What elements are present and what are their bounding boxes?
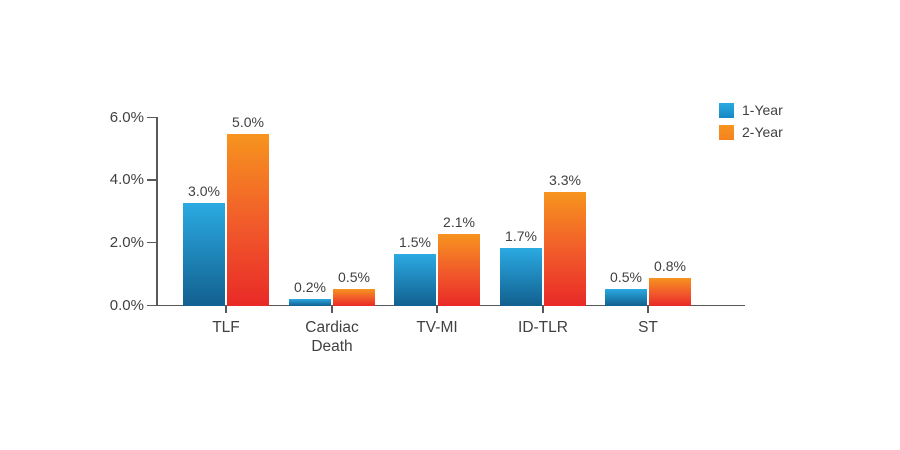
legend: 1-Year 2-Year bbox=[719, 103, 783, 147]
bar-1-year-1 bbox=[289, 299, 331, 306]
y-tick-2 bbox=[147, 179, 156, 181]
x-tick-2 bbox=[436, 306, 438, 313]
bar-2-year-2 bbox=[438, 233, 480, 306]
y-tick-label-0: 0.0% bbox=[109, 296, 144, 314]
legend-label-2-year: 2-Year bbox=[742, 124, 783, 140]
bar-1-year-2 bbox=[394, 254, 436, 306]
bar-1-year-3 bbox=[500, 247, 542, 306]
y-tick-3 bbox=[147, 116, 156, 118]
legend-label-1-year: 1-Year bbox=[742, 102, 783, 118]
bar-2-year-0 bbox=[227, 134, 269, 306]
legend-swatch-2-year bbox=[719, 125, 734, 140]
x-tick-1 bbox=[331, 306, 333, 313]
value-label-1-year-4: 0.5% bbox=[610, 268, 642, 285]
value-label-1-year-3: 1.7% bbox=[505, 227, 537, 244]
x-category-label-0: TLF bbox=[212, 319, 240, 336]
x-category-label-3: ID-TLR bbox=[518, 319, 568, 336]
bar-2-year-4 bbox=[649, 278, 691, 306]
x-category-label-1: Cardiac Death bbox=[305, 319, 359, 355]
x-category-label-2: TV-MI bbox=[416, 319, 458, 336]
legend-item-2-year: 2-Year bbox=[719, 125, 783, 140]
y-tick-label-3: 6.0% bbox=[109, 108, 144, 126]
y-tick-0 bbox=[147, 304, 156, 306]
value-label-2-year-0: 5.0% bbox=[232, 114, 264, 130]
y-tick-1 bbox=[147, 241, 156, 244]
bar-1-year-0 bbox=[183, 202, 225, 306]
x-tick-4 bbox=[647, 306, 649, 313]
y-axis-line bbox=[156, 117, 158, 306]
x-tick-3 bbox=[542, 306, 544, 313]
bar-2-year-1 bbox=[333, 288, 375, 306]
bar-1-year-4 bbox=[605, 288, 647, 306]
bar-2-year-3 bbox=[544, 192, 586, 306]
x-category-label-4: ST bbox=[638, 319, 658, 336]
y-tick-label-1: 2.0% bbox=[109, 233, 144, 251]
value-label-2-year-3: 3.3% bbox=[549, 172, 581, 189]
legend-item-1-year: 1-Year bbox=[719, 103, 783, 118]
x-tick-0 bbox=[225, 306, 227, 313]
value-label-1-year-2: 1.5% bbox=[399, 234, 431, 251]
y-tick-label-2: 4.0% bbox=[109, 171, 144, 189]
value-label-2-year-1: 0.5% bbox=[338, 268, 370, 285]
value-label-1-year-0: 3.0% bbox=[188, 182, 220, 199]
legend-swatch-1-year bbox=[719, 103, 734, 118]
value-label-2-year-2: 2.1% bbox=[443, 213, 475, 230]
value-label-2-year-4: 0.8% bbox=[654, 258, 686, 275]
value-label-1-year-1: 0.2% bbox=[294, 279, 326, 296]
